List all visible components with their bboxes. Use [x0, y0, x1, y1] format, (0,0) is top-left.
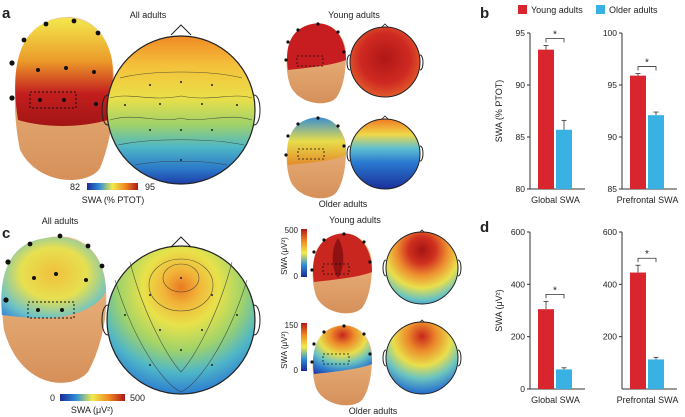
- legend-swatch-older: [596, 5, 605, 14]
- bar-charts: 80 85 90 95 SWA (% PTOT) * Global SWA 85 90 95 100…: [494, 28, 678, 405]
- head-model-c-young: [310, 232, 372, 314]
- chart-d-2-sig-star: *: [553, 285, 557, 296]
- chart-d-3-sig-star: *: [645, 249, 649, 260]
- colorbar-a-min: 82: [70, 182, 80, 192]
- panel-a-older-label: Older adults: [319, 199, 368, 209]
- head-model-a-young: [284, 22, 346, 104]
- chart-b-0-bar-young-adults: [538, 49, 554, 189]
- chart-b-1-bar-older-adults: [648, 115, 664, 189]
- chart-d-3-tick-label: 600: [603, 227, 617, 237]
- legend-label-young: Young adults: [531, 5, 583, 15]
- chart-d-2-tick-label: 400: [511, 279, 525, 289]
- head-model-c-all: [1, 233, 107, 383]
- colorbar-c-max: 500: [130, 393, 145, 403]
- chart-d-2-tick-label: 200: [511, 332, 525, 342]
- chart-b-1-sig-bracket: [637, 66, 657, 71]
- panel-a-young-label: Young adults: [328, 10, 380, 20]
- panel-letter-a: a: [2, 5, 11, 22]
- panel-letter-b: b: [480, 5, 489, 22]
- chart-d-3-tick-label: 200: [603, 332, 617, 342]
- colorbar-c-label: SWA (μV²): [71, 405, 113, 415]
- chart-b-1-sig-star: *: [645, 58, 649, 69]
- colorbar-a-label: SWA (% PTOT): [82, 195, 145, 205]
- chart-d-3-bar-older-adults: [648, 359, 664, 389]
- chart-d-2-bar-young-adults: [538, 309, 554, 389]
- colorbar-c: 0 500 SWA (μV²): [50, 393, 145, 415]
- chart-b-1-bar-young-adults: [630, 75, 646, 189]
- colorbar-c-young-label: SWA (μV²): [280, 237, 289, 275]
- panel-letter-c: c: [2, 225, 10, 242]
- chart-b-1-category: Prefrontal SWA: [617, 195, 679, 205]
- chart-b-1-tick-label: 85: [608, 184, 618, 194]
- chart-d-3-tick-label: 400: [603, 279, 617, 289]
- colorbar-c-older-min: 0: [294, 366, 299, 375]
- chart-d-3-category: Prefrontal SWA: [617, 395, 679, 405]
- colorbar-c-older-max: 150: [285, 321, 299, 330]
- head-model-a-all: [9, 16, 115, 181]
- colorbar-c-young-max: 500: [285, 226, 299, 235]
- chart-b-0-tick-label: 95: [516, 28, 526, 38]
- topomap-a-older: [346, 115, 424, 190]
- chart-b-1-tick-label: 100: [603, 28, 617, 38]
- colorbar-c-older: 150 0 SWA (μV²): [280, 321, 307, 375]
- chart-d-2-bar-older-adults: [556, 369, 572, 389]
- panel-c-all-adults-label: All adults: [42, 216, 79, 226]
- chart-b-0-sig-star: *: [553, 29, 557, 40]
- colorbar-c-young: 500 0 SWA (μV²): [280, 226, 307, 281]
- colorbar-a-max: 95: [145, 182, 155, 192]
- colorbar-a: 82 95 SWA (% PTOT): [70, 182, 155, 205]
- chart-b-0-sig-bracket: [545, 38, 565, 43]
- colorbar-c-young-min: 0: [294, 272, 299, 281]
- chart-d-2-tick-label: 0: [520, 384, 525, 394]
- legend-label-older: Older adults: [609, 5, 658, 15]
- topomap-a-young: [346, 23, 424, 98]
- legend: Young adults Older adults: [518, 5, 658, 15]
- legend-swatch-young: [518, 5, 527, 14]
- colorbar-c-min: 0: [50, 393, 55, 403]
- chart-d-2-category: Global SWA: [531, 395, 580, 405]
- topomap-a-all: [101, 24, 261, 185]
- head-model-c-older: [310, 324, 372, 406]
- panel-c-older-label: Older adults: [349, 406, 398, 416]
- panel-a-all-adults-label: All adults: [130, 10, 167, 20]
- chart-d-3-bar-young-adults: [630, 272, 646, 389]
- chart-d-2-sig-bracket: [545, 293, 565, 299]
- chart-b-0-ylabel: SWA (% PTOT): [494, 80, 504, 143]
- head-model-a-older: [284, 116, 346, 199]
- chart-b-0-category: Global SWA: [531, 195, 580, 205]
- topomap-c-older: [382, 319, 462, 395]
- chart-b-1-tick-label: 95: [608, 80, 618, 90]
- chart-d-2-tick-label: 600: [511, 227, 525, 237]
- chart-b-0-tick-label: 90: [516, 80, 526, 90]
- panel-letter-d: d: [480, 219, 489, 236]
- topomap-c-young: [382, 229, 462, 305]
- chart-d-2-ylabel: SWA (μV²): [494, 289, 504, 331]
- chart-b-0-bar-older-adults: [556, 129, 572, 189]
- topomap-c-all: [101, 236, 261, 395]
- panel-c-young-label: Young adults: [329, 215, 381, 225]
- chart-b-1-tick-label: 90: [608, 132, 618, 142]
- chart-d-3-sig-bracket: [637, 257, 657, 263]
- chart-b-0-tick-label: 80: [516, 184, 526, 194]
- chart-b-0-tick-label: 85: [516, 132, 526, 142]
- colorbar-c-older-label: SWA (μV²): [280, 331, 289, 369]
